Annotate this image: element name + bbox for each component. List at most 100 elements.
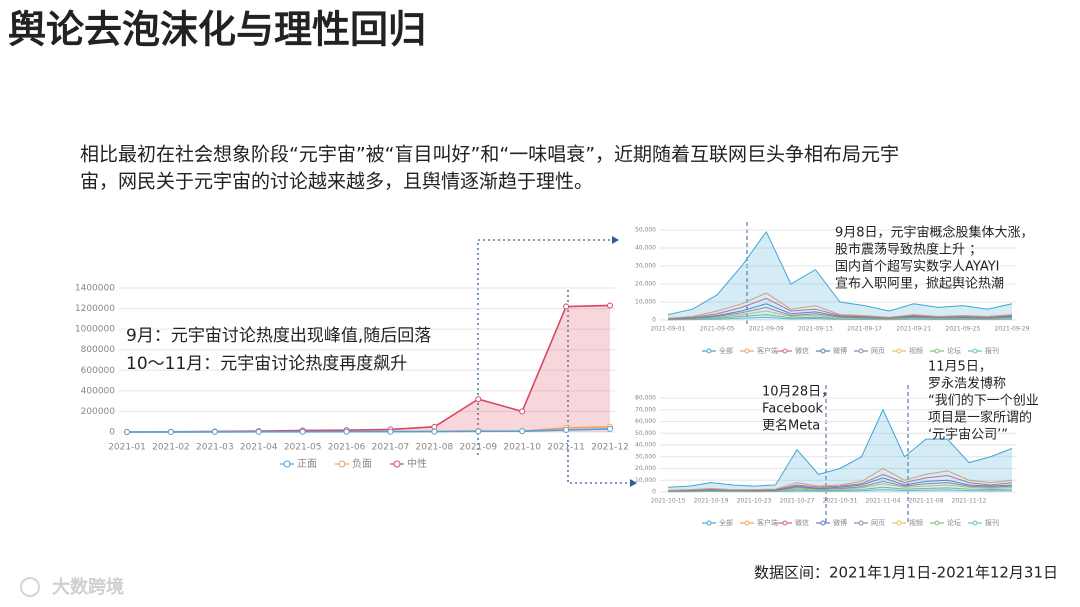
line: [667, 467, 1013, 491]
body-text: 宙，网民关于元宇宙的讨论越来越多，且舆情逐渐趋于理性。: [80, 171, 593, 193]
arrowhead: [612, 236, 619, 244]
legend-swatch: [744, 520, 750, 526]
line: [667, 292, 1013, 319]
y-tick-label: 40,000: [635, 442, 656, 449]
legend-label: 中性: [407, 457, 427, 470]
x-tick-label: 2021-10-27: [780, 498, 815, 505]
connector: [477, 239, 610, 455]
x-tick-label: 2021-10: [503, 443, 541, 453]
point: [211, 428, 218, 435]
y-tick-label: 0: [652, 489, 656, 496]
x-tick-label: 2021-11: [547, 443, 585, 453]
annotation: 更名Meta: [762, 418, 820, 434]
point: [475, 396, 482, 403]
y-tick-label: 800000: [81, 345, 116, 355]
annotation: 国内首个超写实数字人AYAYI: [835, 259, 999, 275]
y-tick-label: 10,000: [635, 477, 656, 484]
y-tick-label: 1000000: [75, 325, 115, 335]
legend-label: 客户端: [757, 346, 778, 355]
annotation: 10～11月：元宇宙讨论热度再度飙升: [126, 354, 407, 374]
point: [255, 428, 262, 435]
x-tick-label: 2021-09-29: [995, 326, 1030, 333]
x-tick-label: 2021-10-19: [694, 498, 729, 505]
x-tick-label: 2021-08: [416, 443, 454, 453]
y-tick-label: 0: [109, 428, 115, 438]
line: [667, 230, 1013, 316]
y-tick-label: 50,000: [635, 227, 656, 234]
legend-label: 微信: [795, 518, 809, 527]
x-tick-label: 2021-09-21: [896, 326, 931, 333]
legend-swatch: [338, 460, 346, 468]
x-tick-label: 2021-04: [240, 443, 278, 453]
y-tick-label: 60,000: [635, 418, 656, 425]
legend-swatch: [706, 348, 712, 354]
slide-title: 舆论去泡沫化与理性回归: [8, 8, 426, 52]
point: [343, 428, 350, 435]
x-tick-label: 2021-10-23: [737, 498, 772, 505]
legend-label: 论坛: [947, 518, 961, 527]
line: [667, 297, 1013, 320]
annotation: 宣布入职阿里，掀起舆论热潮: [835, 276, 1004, 292]
x-tick-label: 2021-09-05: [700, 326, 735, 333]
y-tick-label: 400000: [81, 386, 116, 396]
legend-swatch: [934, 348, 940, 354]
x-tick-label: 2021-06: [328, 443, 366, 453]
arrowhead: [630, 479, 637, 487]
x-tick-label: 2021-03: [196, 443, 234, 453]
y-tick-label: 0: [652, 317, 656, 324]
legend-swatch: [858, 520, 864, 526]
x-tick-label: 2021-09-09: [749, 326, 784, 333]
point: [167, 428, 174, 435]
y-tick-label: 80,000: [635, 395, 656, 402]
line: [667, 303, 1013, 320]
data-range-note: 数据区间：2021年1月1日-2021年12月31日: [754, 564, 1058, 582]
line: [126, 428, 611, 433]
x-tick-label: 2021-01: [108, 443, 146, 453]
y-tick-label: 1400000: [75, 284, 115, 294]
y-tick-label: 200000: [81, 407, 116, 417]
annotation: Facebook: [762, 402, 824, 417]
line: [667, 408, 1013, 488]
legend-label: 微博: [833, 518, 847, 527]
legend-label: 微博: [833, 346, 847, 355]
annotation: 股市震荡导致热度上升 ；: [835, 242, 982, 258]
x-tick-label: 2021-10-31: [823, 498, 858, 505]
point: [299, 428, 306, 435]
x-tick-label: 2021-09-25: [945, 326, 980, 333]
x-tick-label: 2021-11-12: [952, 498, 987, 505]
annotation: 9月：元宇宙讨论热度出现峰值,随后回落: [126, 326, 431, 346]
x-tick-label: 2021-07: [372, 443, 410, 453]
legend-label: 微信: [795, 346, 809, 355]
annotation: ‘元宇宙公司’”: [928, 428, 1008, 443]
legend-swatch: [820, 348, 826, 354]
x-tick-label: 2021-11-04: [866, 498, 901, 505]
legend-swatch: [896, 348, 902, 354]
y-tick-label: 30,000: [635, 263, 656, 270]
legend-label: 网页: [871, 347, 885, 355]
area: [668, 231, 1012, 320]
legend-label: 视频: [909, 518, 923, 527]
x-tick-label: 2021-09: [459, 443, 497, 453]
legend-swatch: [858, 348, 864, 354]
y-tick-label: 1200000: [75, 304, 115, 314]
legend-label: 全部: [719, 346, 733, 355]
point: [563, 426, 570, 433]
y-tick-label: 20,000: [635, 465, 656, 472]
y-tick-label: 30,000: [635, 453, 656, 460]
point: [387, 428, 394, 435]
line: [667, 310, 1013, 320]
legend-swatch: [972, 348, 978, 354]
watermark-logo: [20, 577, 40, 597]
point: [563, 303, 570, 310]
legend-label: 客户端: [757, 518, 778, 527]
legend-label: 报刊: [985, 346, 999, 355]
legend-label: 负面: [352, 457, 372, 470]
x-tick-label: 2021-02: [152, 443, 190, 453]
y-tick-label: 20,000: [635, 281, 656, 288]
point: [475, 428, 482, 435]
legend-swatch: [782, 348, 788, 354]
annotation: 项目是一家所谓的: [928, 410, 1032, 426]
legend-swatch: [706, 520, 712, 526]
x-tick-label: 2021-10-15: [651, 498, 686, 505]
